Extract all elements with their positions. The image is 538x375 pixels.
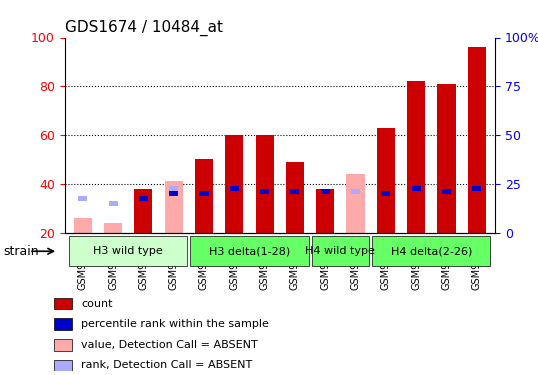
Bar (169, 186, 178, 191)
Text: percentile rank within the sample: percentile rank within the sample (81, 319, 269, 329)
Bar (472, 186, 482, 191)
Bar (230, 186, 239, 191)
Bar (381, 191, 391, 196)
FancyBboxPatch shape (312, 236, 369, 266)
Bar (256, 135, 274, 232)
Text: GDS1674 / 10484_at: GDS1674 / 10484_at (65, 20, 223, 36)
Text: count: count (81, 298, 113, 309)
Bar (54, 318, 72, 330)
Bar (437, 84, 456, 232)
Bar (260, 189, 269, 194)
Text: H4 delta(2-26): H4 delta(2-26) (391, 246, 472, 256)
Bar (442, 189, 451, 194)
Text: H3 wild type: H3 wild type (93, 246, 163, 256)
Bar (412, 186, 421, 191)
Bar (321, 189, 330, 194)
Bar (54, 360, 72, 371)
Text: H4 wild type: H4 wild type (306, 246, 376, 256)
FancyBboxPatch shape (372, 236, 491, 266)
Bar (78, 196, 87, 201)
Bar (104, 223, 122, 232)
Bar (109, 201, 118, 206)
Bar (291, 189, 300, 194)
Text: value, Detection Call = ABSENT: value, Detection Call = ABSENT (81, 340, 258, 350)
Bar (346, 174, 365, 232)
Bar (169, 191, 178, 196)
FancyBboxPatch shape (69, 236, 187, 266)
Bar (139, 196, 148, 201)
Text: rank, Detection Call = ABSENT: rank, Detection Call = ABSENT (81, 360, 252, 370)
Bar (165, 182, 183, 232)
Bar (468, 47, 486, 232)
Bar (351, 189, 360, 194)
Bar (316, 189, 334, 232)
Text: strain: strain (3, 245, 39, 258)
Bar (286, 162, 304, 232)
Bar (54, 298, 72, 309)
Bar (74, 218, 92, 232)
FancyBboxPatch shape (190, 236, 309, 266)
Bar (225, 135, 243, 232)
Bar (195, 159, 213, 232)
Bar (407, 81, 425, 232)
Bar (54, 339, 72, 351)
Bar (134, 189, 152, 232)
Bar (200, 191, 209, 196)
Text: H3 delta(1-28): H3 delta(1-28) (209, 246, 290, 256)
Bar (377, 128, 395, 232)
